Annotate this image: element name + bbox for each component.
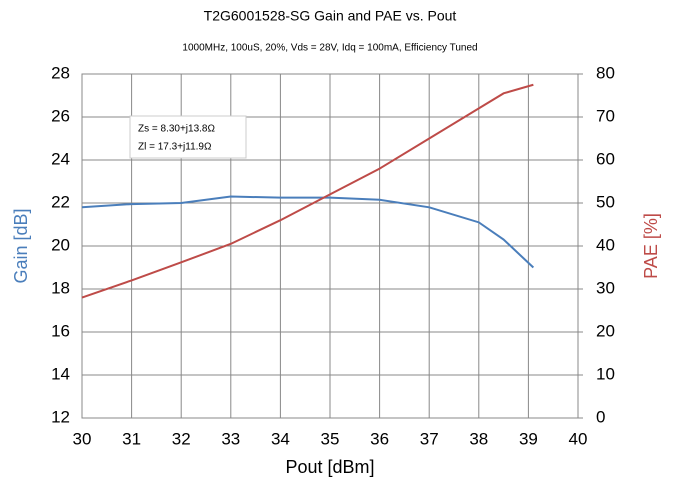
y-tick-label: 16: [51, 321, 70, 340]
x-tick-label: 40: [569, 429, 588, 448]
x-tick-label: 36: [370, 429, 389, 448]
y2-tick-label: 60: [596, 149, 615, 168]
y2-tick-label: 70: [596, 106, 615, 125]
x-tick-label: 30: [73, 429, 92, 448]
y2-axis-label: PAE [%]: [641, 213, 661, 279]
series-line: [81, 195, 535, 269]
y-axis-label: Gain [dB]: [11, 208, 31, 283]
y2-tick-label: 0: [596, 407, 605, 426]
y2-tick-label: 40: [596, 235, 615, 254]
x-tick-label: 39: [519, 429, 538, 448]
y2-tick-label: 80: [596, 63, 615, 82]
y-tick-label: 20: [51, 235, 70, 254]
series-line: [81, 83, 534, 299]
chart-subtitle: 1000MHz, 100uS, 20%, Vds = 28V, Idq = 10…: [182, 43, 477, 54]
x-tick-label: 33: [221, 429, 240, 448]
y2-tick-label: 30: [596, 278, 615, 297]
y2-tick-label: 50: [596, 192, 615, 211]
chart-title: T2G6001528-SG Gain and PAE vs. Pout: [204, 8, 457, 24]
y-tick-label: 26: [51, 106, 70, 125]
x-tick-label: 32: [172, 429, 191, 448]
annotation-box: [129, 115, 247, 159]
y-tick-label: 12: [51, 407, 70, 426]
x-tick-label: 35: [321, 429, 340, 448]
x-axis-label: Pout [dBm]: [285, 457, 374, 477]
x-tick-label: 34: [271, 429, 290, 448]
x-tick-label: 37: [420, 429, 439, 448]
y-tick-label: 14: [51, 364, 70, 383]
y-tick-label: 18: [51, 278, 70, 297]
x-tick-label: 31: [122, 429, 141, 448]
y-tick-label: 22: [51, 192, 70, 211]
annotation: Zl = 17.3+j11.9Ω: [138, 142, 212, 153]
y2-tick-label: 10: [596, 364, 615, 383]
x-tick-label: 38: [469, 429, 488, 448]
annotation: Zs = 8.30+j13.8Ω: [138, 124, 215, 135]
y-tick-label: 28: [51, 63, 70, 82]
y-tick-label: 24: [51, 149, 70, 168]
y2-tick-label: 20: [596, 321, 615, 340]
